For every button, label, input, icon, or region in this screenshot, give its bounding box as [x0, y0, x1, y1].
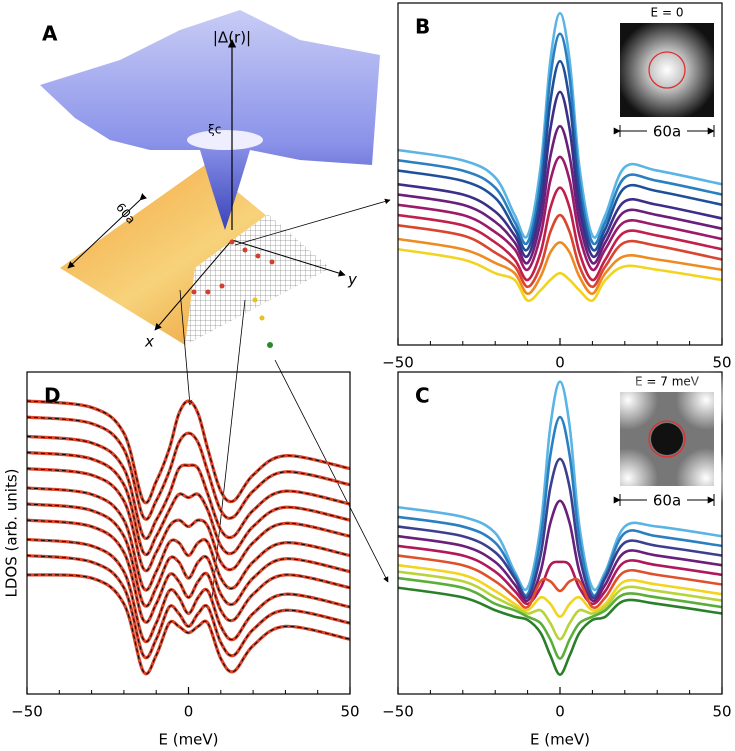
x-tick-label: −50	[11, 703, 43, 721]
link-arrow	[211, 299, 246, 599]
fit-curve	[27, 555, 350, 659]
fit-curve	[27, 416, 350, 520]
plot-area	[398, 11, 722, 303]
curve	[27, 415, 350, 521]
axis-label: y	[347, 271, 358, 289]
curve	[398, 554, 722, 609]
curve	[398, 499, 722, 603]
x-axis-label: E (meV)	[530, 731, 590, 749]
x-tick-label: 50	[712, 354, 731, 372]
inset-scale-bg	[647, 122, 687, 140]
curve	[398, 570, 722, 641]
curve	[398, 186, 722, 282]
panel-a-illustration	[40, 10, 391, 599]
y-axis	[231, 239, 346, 277]
fit-curve	[27, 538, 350, 642]
curve	[27, 553, 350, 660]
curve	[398, 155, 722, 272]
inset-lobe	[598, 448, 658, 508]
inset-scale-label: 60a	[653, 492, 681, 510]
fit-curve	[27, 435, 350, 539]
surface-label: |Δ(r)|	[213, 29, 251, 47]
panel-label: D	[44, 384, 61, 408]
inset-core	[651, 423, 683, 455]
curve	[398, 380, 722, 592]
grid-quadrant-lines	[185, 214, 330, 345]
panel-label: B	[415, 15, 430, 39]
axis-label: x	[144, 333, 154, 351]
inset-scale-label: 60a	[653, 123, 681, 141]
inset-map	[620, 23, 714, 117]
link-arrow	[274, 359, 389, 583]
inset-circle	[648, 51, 686, 89]
x-tick-label: −50	[382, 354, 414, 372]
panel-label: C	[415, 384, 430, 408]
x-axis-label: E (meV)	[158, 731, 218, 749]
x-tick-label: 50	[712, 703, 731, 721]
curve	[398, 11, 722, 239]
curve	[398, 59, 722, 252]
curve	[398, 237, 722, 295]
fit-curve	[27, 487, 350, 591]
panel-label: A	[42, 22, 58, 46]
inset-lobe	[598, 370, 658, 430]
curve	[398, 457, 722, 600]
plot-area	[27, 399, 350, 676]
curve	[398, 32, 722, 246]
fit-curve	[27, 574, 350, 675]
x-tick-label: 0	[555, 703, 565, 721]
link-arrow	[179, 289, 193, 406]
curve	[398, 90, 722, 259]
fit-curve	[27, 468, 350, 572]
curve	[398, 576, 722, 660]
inset-scale-bg	[647, 491, 687, 509]
x-tick-label: 50	[340, 703, 359, 721]
x-tick-label: −50	[382, 703, 414, 721]
curve	[398, 124, 722, 265]
curve	[398, 586, 722, 676]
curve	[398, 213, 722, 289]
x-tick-label: 0	[184, 703, 194, 721]
curve	[27, 399, 350, 505]
sample-points	[191, 239, 275, 348]
size-arrow	[67, 193, 147, 269]
curve	[398, 415, 722, 597]
link-arrow	[234, 198, 391, 246]
vortex-core	[187, 130, 263, 150]
fit-curve	[27, 503, 350, 607]
inset-circle	[648, 420, 686, 458]
inset-title: E = 0	[651, 6, 684, 20]
curve	[398, 247, 722, 303]
curve	[398, 563, 722, 619]
x-axis	[154, 239, 233, 331]
curve	[398, 544, 722, 606]
curve	[27, 450, 350, 557]
curve	[27, 573, 350, 676]
gap-surface	[40, 10, 380, 230]
plot-area	[398, 380, 722, 676]
fit-curve	[27, 452, 350, 555]
y-axis-label: LDOS (arb. units)	[3, 468, 21, 597]
inset-lobe	[676, 370, 735, 430]
curve	[27, 518, 350, 624]
inset-lobe	[676, 448, 735, 508]
core-label: ξc	[208, 123, 221, 137]
fit-curve	[27, 400, 350, 504]
fit-curve	[27, 519, 350, 623]
x-tick-label: 0	[555, 354, 565, 372]
